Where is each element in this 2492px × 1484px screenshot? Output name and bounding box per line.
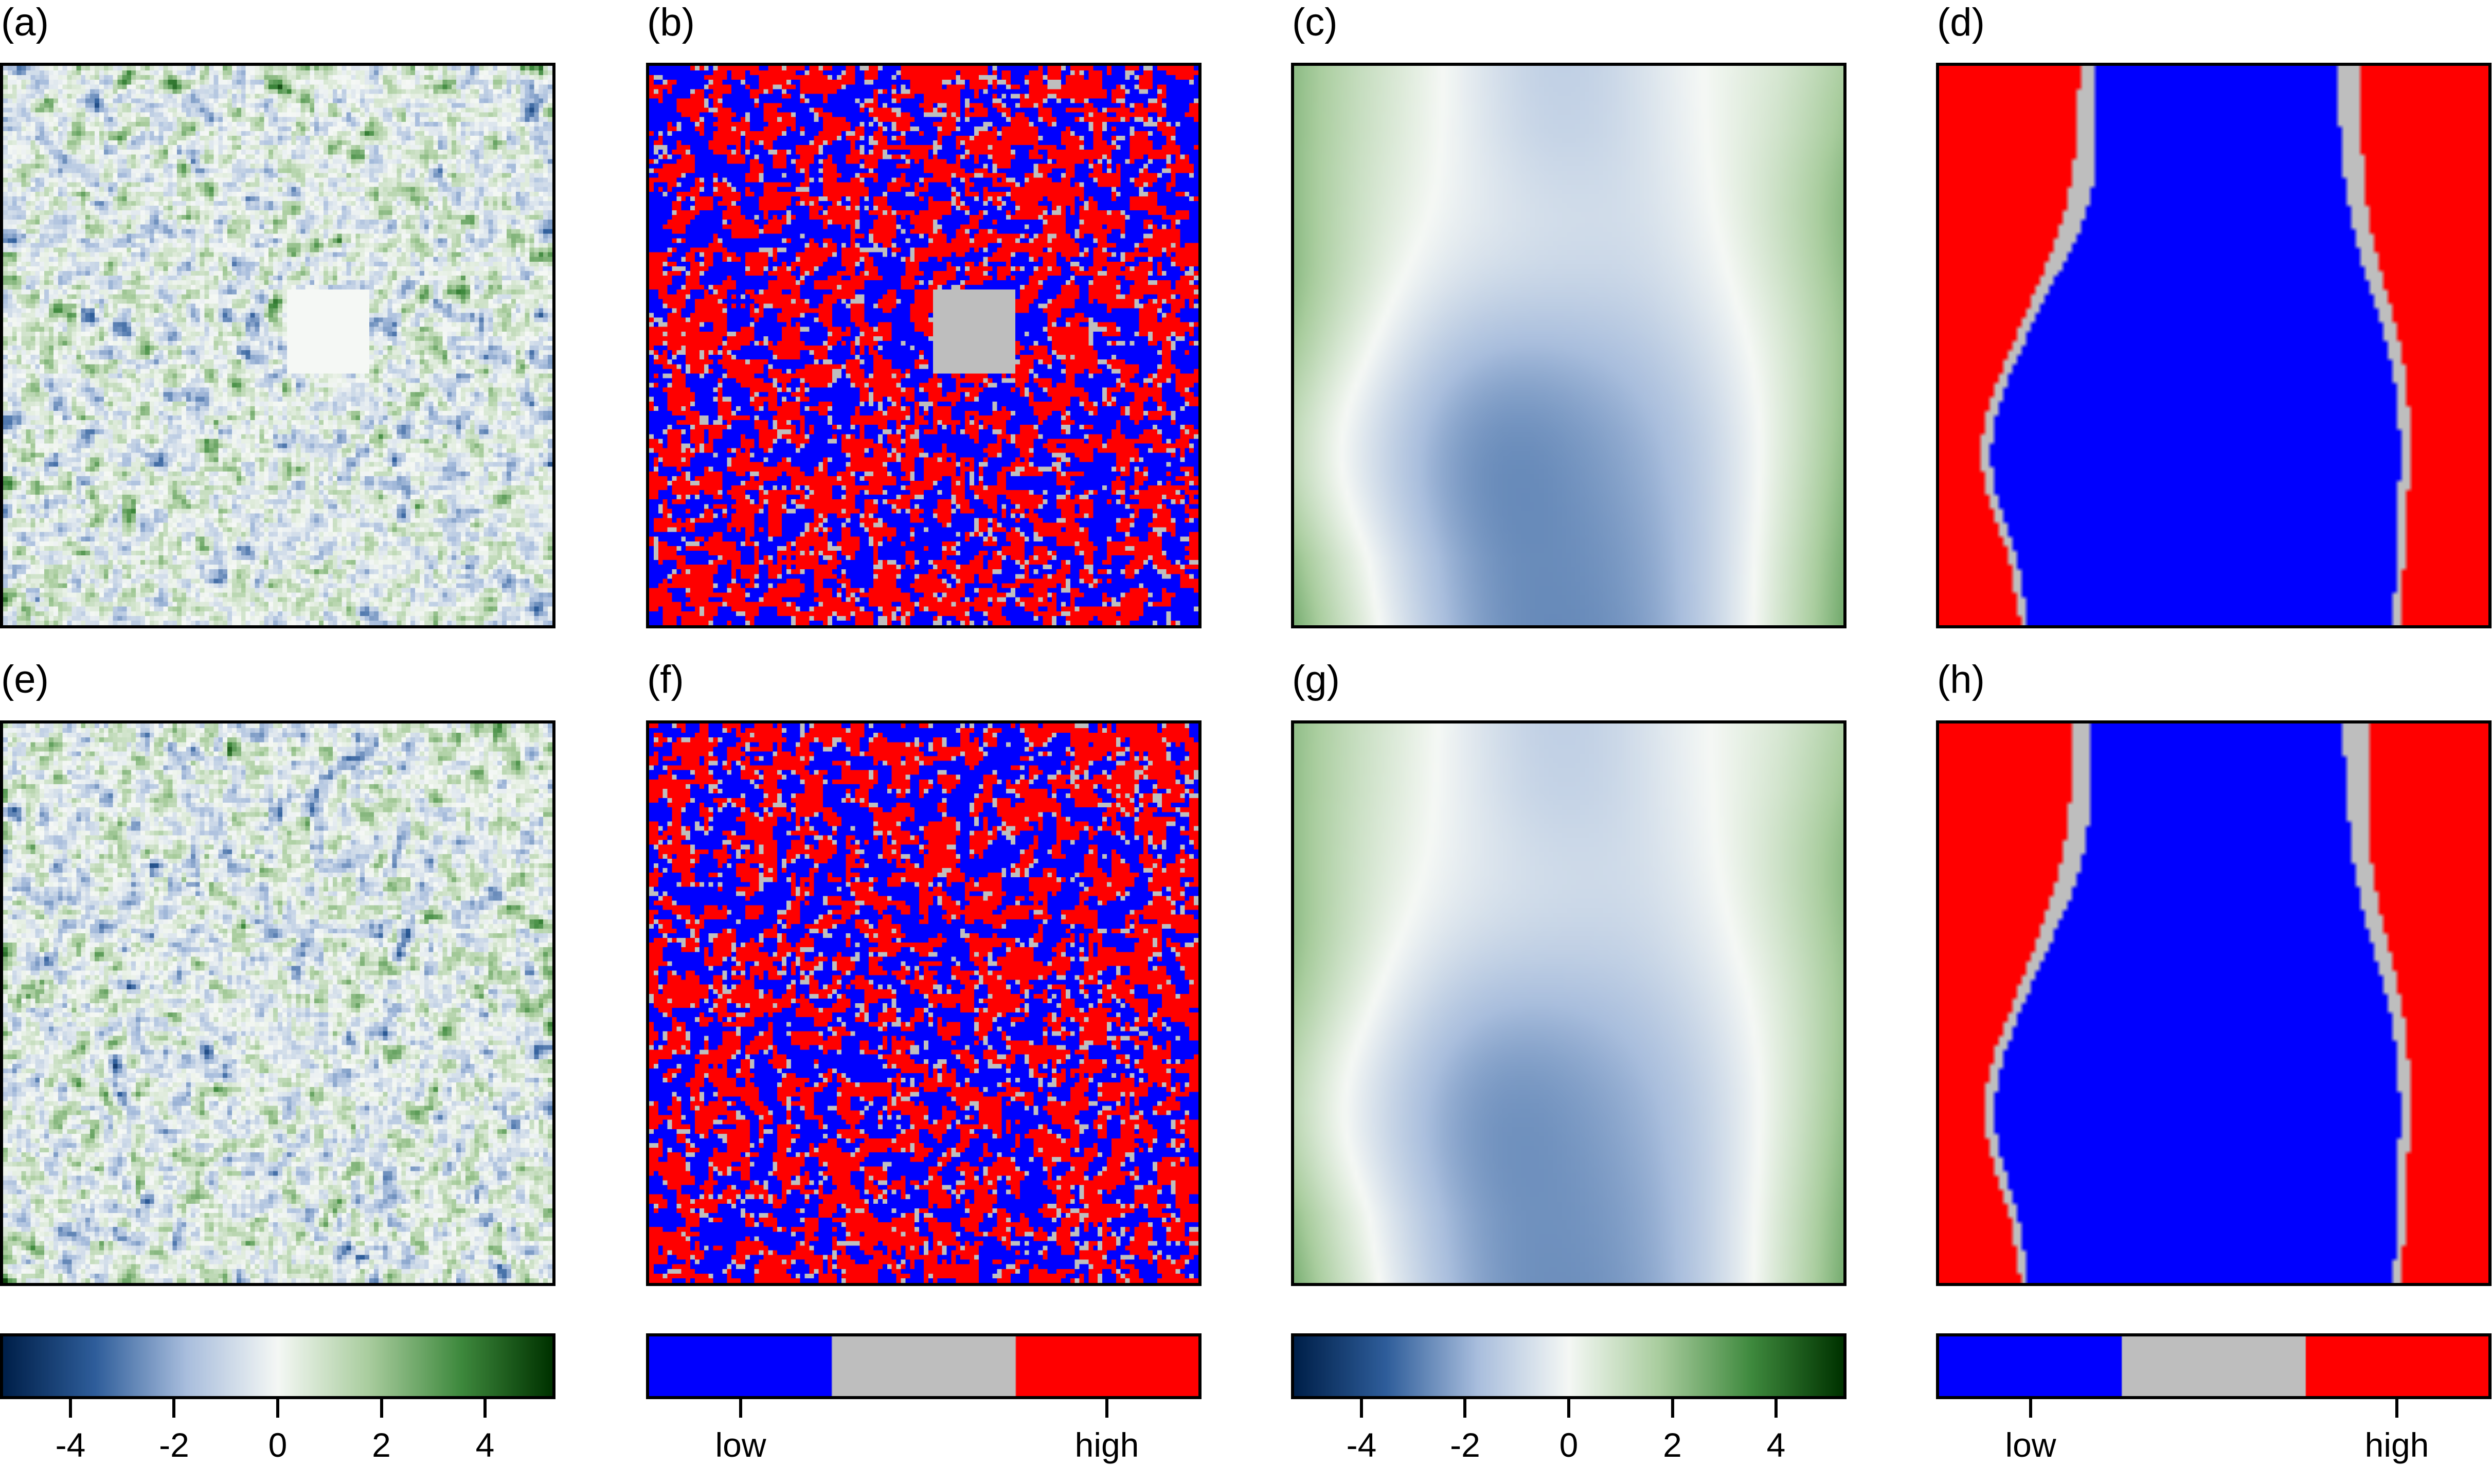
heatmap-canvas-e (3, 723, 552, 1283)
heatmap-canvas-g (1294, 723, 1843, 1283)
panel-label-f: (f) (647, 658, 684, 701)
heatmap-canvas-d (1939, 66, 2488, 625)
heatmap-panel-g (1291, 720, 1846, 1286)
legend-categorical-1-bar (649, 1336, 1198, 1396)
panel-label-c: (c) (1292, 1, 1338, 44)
legend-categorical-2-bar (1939, 1336, 2488, 1396)
legend-continuous-2-tick-label-0: -4 (1346, 1426, 1377, 1464)
legend-categorical-2-tick-1 (2395, 1399, 2398, 1418)
legend-categorical-1 (646, 1333, 1202, 1399)
heatmap-panel-c (1291, 63, 1846, 628)
heatmap-canvas-h (1939, 723, 2488, 1283)
heatmap-panel-h (1936, 720, 2491, 1286)
panel-label-b: (b) (647, 1, 695, 44)
heatmap-canvas-a (3, 66, 552, 625)
legend-continuous-1 (0, 1333, 555, 1399)
legend-continuous-1-bar (3, 1336, 552, 1396)
legend-continuous-2-tick-0 (1359, 1399, 1363, 1418)
legend-categorical-2-tick-label-low: low (2005, 1426, 2056, 1464)
legend-categorical-1-tick-1 (1105, 1399, 1108, 1418)
legend-continuous-1-tick-0 (68, 1399, 72, 1418)
legend-categorical-2-tick-0 (2029, 1399, 2032, 1418)
legend-continuous-2-tick-1 (1463, 1399, 1467, 1418)
legend-continuous-1-tick-label-4: 4 (475, 1426, 495, 1464)
legend-categorical-1-tick-0 (739, 1399, 742, 1418)
legend-continuous-1-tick-1 (172, 1399, 176, 1418)
legend-continuous-2-tick-4 (1774, 1399, 1778, 1418)
panel-label-e: (e) (1, 658, 49, 701)
heatmap-panel-b (646, 63, 1202, 628)
legend-continuous-2 (1291, 1333, 1846, 1399)
legend-continuous-1-tick-label-0: -4 (55, 1426, 86, 1464)
heatmap-canvas-c (1294, 66, 1843, 625)
legend-continuous-2-tick-label-1: -2 (1450, 1426, 1480, 1464)
legend-categorical-2 (1936, 1333, 2491, 1399)
legend-continuous-2-tick-3 (1671, 1399, 1674, 1418)
panel-label-h: (h) (1937, 658, 1985, 701)
legend-categorical-2-tick-label-high: high (2364, 1426, 2429, 1464)
legend-continuous-1-tick-2 (276, 1399, 279, 1418)
heatmap-panel-d (1936, 63, 2491, 628)
panel-label-d: (d) (1937, 1, 1985, 44)
legend-continuous-2-tick-label-3: 2 (1663, 1426, 1682, 1464)
legend-continuous-1-tick-label-2: 0 (268, 1426, 288, 1464)
legend-continuous-1-tick-label-3: 2 (372, 1426, 391, 1464)
heatmap-canvas-b (649, 66, 1198, 625)
legend-continuous-2-tick-label-2: 0 (1559, 1426, 1579, 1464)
legend-continuous-2-tick-2 (1567, 1399, 1570, 1418)
legend-continuous-1-tick-3 (380, 1399, 383, 1418)
heatmap-canvas-f (649, 723, 1198, 1283)
legend-categorical-1-tick-label-low: low (715, 1426, 766, 1464)
legend-categorical-1-tick-label-high: high (1074, 1426, 1139, 1464)
panel-label-a: (a) (1, 1, 49, 44)
heatmap-panel-f (646, 720, 1202, 1286)
legend-continuous-1-tick-label-1: -2 (159, 1426, 189, 1464)
panel-label-g: (g) (1292, 658, 1340, 701)
heatmap-panel-a (0, 63, 555, 628)
heatmap-panel-e (0, 720, 555, 1286)
legend-continuous-2-bar (1294, 1336, 1843, 1396)
legend-continuous-1-tick-4 (483, 1399, 487, 1418)
legend-continuous-2-tick-label-4: 4 (1766, 1426, 1786, 1464)
